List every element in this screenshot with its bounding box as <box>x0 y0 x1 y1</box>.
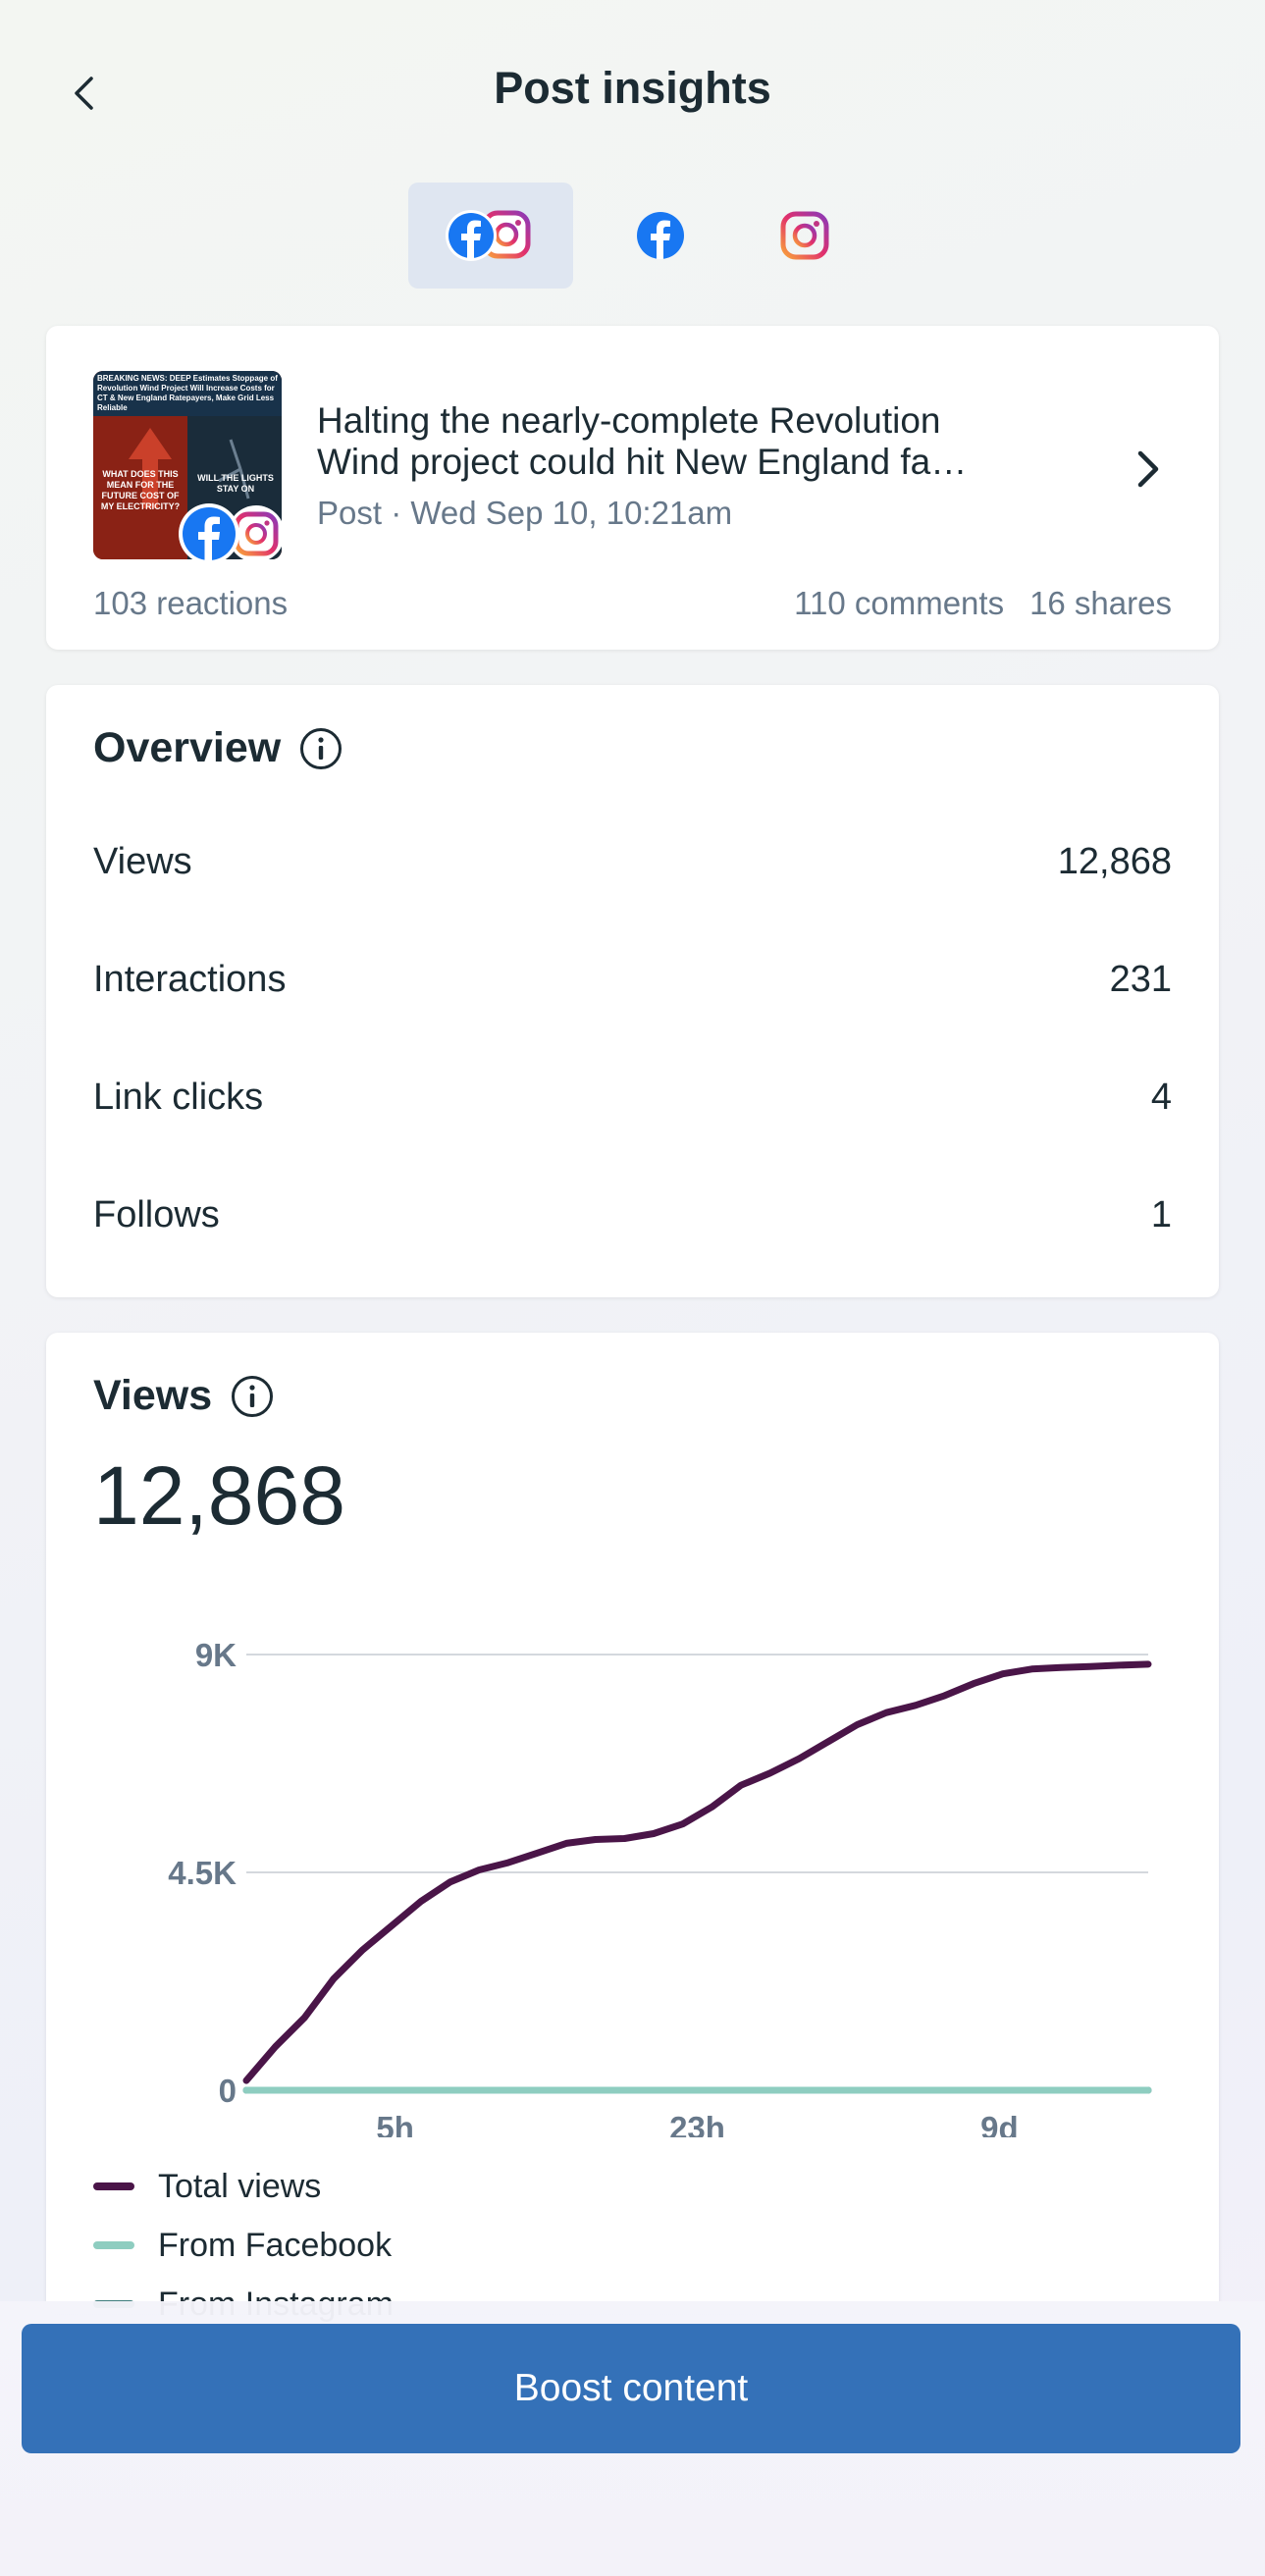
y-tick-label: 4.5K <box>168 1855 237 1891</box>
post-card[interactable]: BREAKING NEWS: DEEP Estimates Stoppage o… <box>46 326 1219 650</box>
post-title-line-2: Wind project could hit New England fa… <box>317 442 968 482</box>
metric-value: 4 <box>1150 1076 1172 1118</box>
views-total: 12,868 <box>93 1449 345 1542</box>
comments-count: 110 comments <box>794 585 1005 621</box>
chevron-right-icon[interactable] <box>1129 444 1168 495</box>
metric-label: Views <box>93 840 192 882</box>
post-title-line-1: Halting the nearly-complete Revolution <box>317 400 941 441</box>
y-tick-label: 9K <box>195 1637 237 1673</box>
post-platform-badges <box>179 503 285 564</box>
legend-label: Total views <box>158 2167 322 2205</box>
engagement-counts: 110 comments 16 shares <box>794 585 1172 622</box>
boost-content-button[interactable]: Boost content <box>22 2324 1240 2453</box>
legend-item: From Facebook <box>93 2216 394 2275</box>
x-tick-label: 5h <box>376 2110 414 2137</box>
y-tick-label: 0 <box>219 2073 237 2109</box>
legend-item: Total views <box>93 2157 394 2216</box>
metric-label: Interactions <box>93 958 287 1000</box>
views-heading: Views <box>93 1372 275 1420</box>
tab-facebook-and-instagram[interactable] <box>408 183 573 289</box>
chevron-left-icon <box>75 77 93 110</box>
metric-row-follows: Follows 1 <box>93 1185 1172 1244</box>
views-title: Views <box>93 1372 213 1419</box>
legend-swatch <box>93 2241 134 2249</box>
overview-heading: Overview <box>93 724 343 772</box>
reactions-count: 103 reactions <box>93 585 289 621</box>
metric-row-interactions: Interactions 231 <box>93 950 1172 1009</box>
tab-instagram[interactable] <box>738 183 871 289</box>
facebook-instagram-icon <box>446 210 531 261</box>
thumbnail-left-text: WHAT DOES THIS MEAN FOR THE FUTURE COST … <box>100 469 181 511</box>
x-tick-label: 23h <box>669 2110 725 2137</box>
info-icon[interactable] <box>298 726 343 771</box>
metric-row-views: Views 12,868 <box>93 832 1172 891</box>
header: Post insights <box>0 0 1265 177</box>
thumbnail-right-text: WILL THE LIGHTS STAY ON <box>197 473 274 494</box>
metric-row-link-clicks: Link clicks 4 <box>93 1068 1172 1127</box>
metric-value: 1 <box>1150 1193 1172 1235</box>
overview-card: Overview Views 12,868 Interactions 231 L… <box>46 685 1219 1297</box>
page-title: Post insights <box>494 63 771 113</box>
facebook-icon <box>637 212 684 259</box>
thumbnail-headline: BREAKING NEWS: DEEP Estimates Stoppage o… <box>97 374 278 412</box>
tab-facebook[interactable] <box>597 183 724 289</box>
metric-value: 12,868 <box>1057 840 1172 882</box>
legend-swatch <box>93 2182 134 2190</box>
overview-title: Overview <box>93 724 282 771</box>
metric-label: Follows <box>93 1193 220 1235</box>
series-line-total-views <box>242 1660 1152 2084</box>
x-tick-label: 9d <box>980 2110 1019 2137</box>
shares-count: 16 shares <box>1029 585 1172 621</box>
info-icon[interactable] <box>230 1374 275 1419</box>
metric-label: Link clicks <box>93 1076 264 1118</box>
legend-label: From Facebook <box>158 2226 393 2264</box>
views-line-chart: 9K 4.5K 0 5h 23h 9d <box>168 1637 1152 2137</box>
instagram-icon <box>780 211 829 260</box>
back-button[interactable] <box>59 67 112 120</box>
post-title: Halting the nearly-complete Revolution W… <box>317 400 1082 483</box>
post-meta: Post · Wed Sep 10, 10:21am <box>317 495 733 531</box>
views-card: Views 12,868 9K 4.5K 0 5h 23h 9d Total views F… <box>46 1333 1219 2323</box>
metric-value: 231 <box>1109 958 1172 1000</box>
